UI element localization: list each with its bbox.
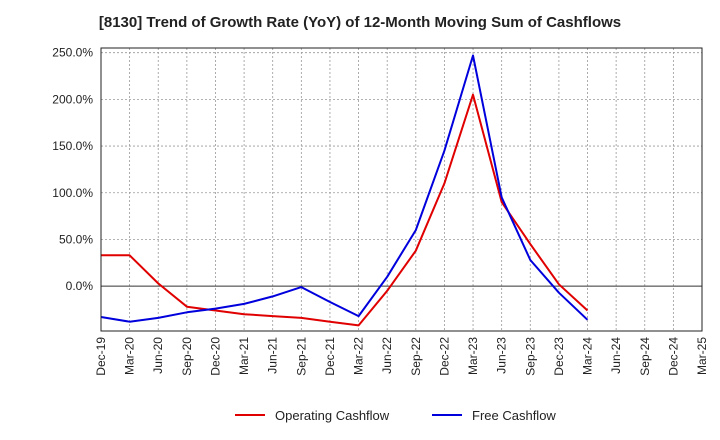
- x-tick-label: Dec-22: [437, 337, 451, 376]
- x-tick-label: Jun-22: [380, 337, 394, 374]
- plot-frame: [100, 47, 703, 332]
- x-axis-ticks: Dec-19 Mar-20 Jun-20 Sep-20 Dec-20 Mar-21 Jun-…: [94, 337, 709, 376]
- x-tick-label: Mar-21: [237, 337, 251, 375]
- x-tick-label: Jun-23: [495, 337, 509, 374]
- x-tick-label: Mar-22: [352, 337, 366, 375]
- y-tick-label: 150.0%: [52, 139, 93, 153]
- chart-title: [8130] Trend of Growth Rate (YoY) of 12-…: [98, 14, 622, 31]
- series-line: [100, 54, 589, 323]
- x-tick-label: Dec-24: [666, 337, 680, 376]
- x-tick-label: Dec-20: [208, 337, 222, 376]
- x-tick-label: Sep-21: [294, 337, 308, 376]
- x-tick-label: Jun-24: [609, 337, 623, 374]
- legend-label: Free Cashflow: [472, 408, 556, 423]
- x-tick-label: Dec-19: [94, 337, 108, 376]
- x-tick-label: Sep-22: [409, 337, 423, 376]
- x-tick-label: Mar-25: [695, 337, 709, 375]
- series-line: [101, 93, 589, 327]
- series-lines: [100, 54, 589, 327]
- grid: [100, 48, 703, 331]
- x-tick-label: Sep-20: [180, 337, 194, 376]
- legend: Operating Cashflow Free Cashflow: [235, 408, 556, 423]
- x-tick-label: Dec-21: [323, 337, 337, 376]
- x-tick-label: Jun-20: [151, 337, 165, 374]
- legend-label: Operating Cashflow: [275, 408, 390, 423]
- x-tick-label: Jun-21: [266, 337, 280, 374]
- y-tick-label: 100.0%: [52, 186, 93, 200]
- y-tick-label: 0.0%: [66, 279, 94, 293]
- y-tick-label: 200.0%: [52, 92, 93, 106]
- x-tick-label: Sep-23: [523, 337, 537, 376]
- x-tick-label: Dec-23: [552, 337, 566, 376]
- x-tick-label: Mar-20: [123, 337, 137, 375]
- x-tick-label: Mar-23: [466, 337, 480, 375]
- y-tick-label: 50.0%: [59, 232, 93, 246]
- x-tick-label: Mar-24: [581, 337, 595, 375]
- x-tick-label: Sep-24: [638, 337, 652, 376]
- y-tick-label: 250.0%: [52, 46, 93, 60]
- y-axis-ticks: 250.0% 200.0% 150.0% 100.0% 50.0% 0.0%: [52, 46, 93, 293]
